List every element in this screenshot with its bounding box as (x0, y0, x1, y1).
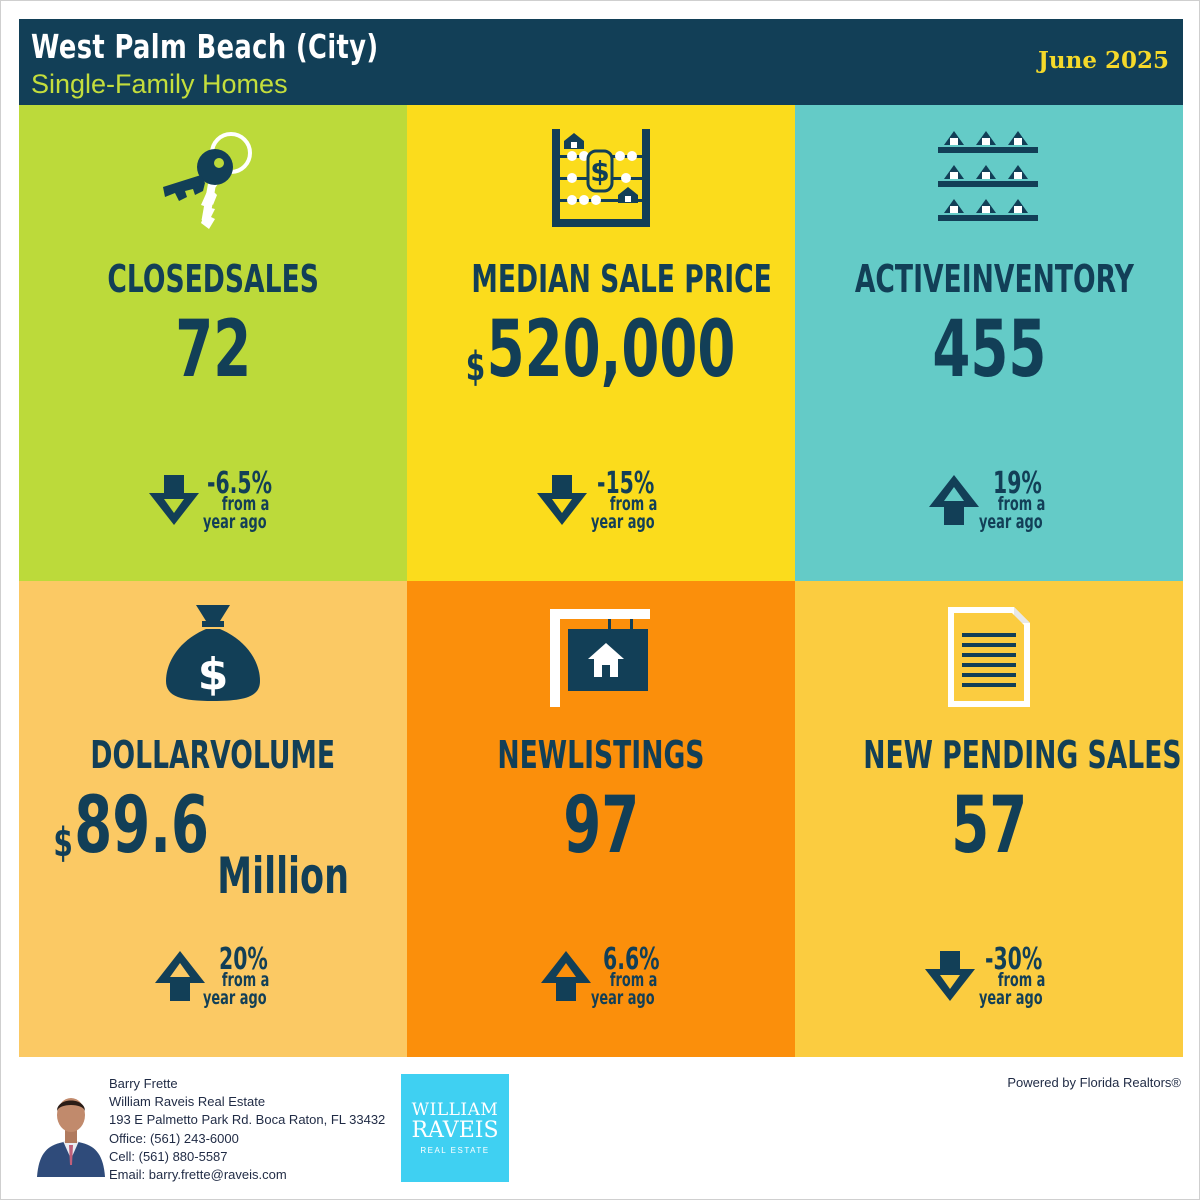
houses-icon (795, 125, 1183, 245)
agent-address: 193 E Palmetto Park Rd. Boca Raton, FL 3… (109, 1112, 386, 1128)
median-price-change: -15% from a year ago (407, 469, 795, 539)
dollar-volume-currency: $ (53, 820, 73, 866)
from-a-label: from a (997, 493, 1046, 515)
new-listings-label: NEWLISTINGS (497, 733, 705, 777)
from-a-label: from a (221, 969, 270, 991)
svg-text:$: $ (590, 155, 609, 188)
up-arrow-icon (541, 951, 591, 1001)
closed-sales-pct: -6.5% (207, 466, 273, 501)
from-a-label: from a (609, 969, 658, 991)
william-raveis-logo: WILLIAM RAVEIS REAL ESTATE (401, 1074, 509, 1182)
new-listings-change: 6.6% from a year ago (407, 945, 795, 1015)
up-arrow-icon (929, 475, 979, 525)
agent-name: Barry Frette (109, 1076, 178, 1091)
median-price-value-group: $520,000 (466, 305, 736, 395)
year-ago-label: year ago (203, 987, 267, 1009)
dollar-volume-value: 89.6 (74, 781, 209, 871)
active-inventory-tile: ACTIVEINVENTORY 455 19% from a year ago (795, 105, 1183, 581)
header-bar: West Palm Beach (City) Single-Family Hom… (19, 19, 1183, 105)
new-listings-pct: 6.6% (603, 942, 660, 977)
year-ago-label: year ago (203, 511, 267, 533)
agent-company: William Raveis Real Estate (109, 1094, 266, 1110)
from-a-label: from a (609, 493, 658, 515)
active-inventory-change: 19% from a year ago (795, 469, 1183, 539)
money-bag-icon: $ (19, 601, 407, 721)
from-a-label: from a (221, 493, 270, 515)
dollar-volume-pct: 20% (219, 942, 268, 977)
footer: Barry Frette William Raveis Real Estate … (19, 1057, 1183, 1187)
svg-text:$: $ (198, 649, 229, 700)
pending-sales-pct: -30% (985, 942, 1043, 977)
dollar-volume-value-group: $89.6 (53, 781, 209, 871)
dollar-volume-tile: $ DOLLARVOLUME $89.6 Million 20% from a … (19, 581, 407, 1057)
closed-sales-tile: CLOSEDSALES 72 -6.5% from a year ago (19, 105, 407, 581)
agent-contact: Barry Frette William Raveis Real Estate … (109, 1075, 385, 1184)
pending-sales-change: -30% from a year ago (795, 945, 1183, 1015)
avatar (35, 1085, 107, 1177)
active-inventory-value: 455 (932, 305, 1046, 395)
new-listings-tile: NEWLISTINGS 97 6.6% from a year ago (407, 581, 795, 1057)
pending-sales-label: NEW PENDING SALES (863, 733, 1182, 777)
agent-cell-phone: Cell: (561) 880-5587 (109, 1148, 228, 1164)
median-price-pct: -15% (597, 466, 655, 501)
down-arrow-icon (925, 951, 975, 1001)
median-price-label: MEDIAN SALE PRICE (471, 257, 772, 301)
year-ago-label: year ago (591, 511, 655, 533)
median-price-value: 520,000 (487, 305, 736, 395)
keys-icon (19, 125, 407, 245)
dollar-volume-label: DOLLARVOLUME (90, 733, 336, 777)
powered-by: Powered by Florida Realtors® (1007, 1075, 1181, 1090)
dollar-volume-change: 20% from a year ago (19, 945, 407, 1015)
year-ago-label: year ago (591, 987, 655, 1009)
page-subtitle: Single-Family Homes (31, 69, 288, 99)
closed-sales-label: CLOSEDSALES (107, 257, 319, 301)
down-arrow-icon (537, 475, 587, 525)
active-inventory-pct: 19% (993, 466, 1042, 501)
pending-sales-tile: NEW PENDING SALES 57 -30% from a year ag… (795, 581, 1183, 1057)
closed-sales-change: -6.5% from a year ago (19, 469, 407, 539)
down-arrow-icon (149, 475, 199, 525)
abacus-icon: $ (407, 125, 795, 245)
dollar-volume-unit: Million (217, 847, 349, 905)
median-price-currency: $ (466, 344, 486, 390)
up-arrow-icon (155, 951, 205, 1001)
median-sale-price-tile: $ MEDIAN SALE PRICE $520,000 -15% from a… (407, 105, 795, 581)
agent-office-phone: Office: (561) 243-6000 (109, 1130, 239, 1146)
active-inventory-label: ACTIVEINVENTORY (854, 257, 1134, 301)
closed-sales-value: 72 (175, 305, 251, 395)
year-ago-label: year ago (979, 511, 1043, 533)
new-listings-value: 97 (563, 781, 639, 871)
report-date: June 2025 (1038, 47, 1169, 74)
agent-email: Email: barry.frette@raveis.com (109, 1167, 287, 1183)
document-icon (795, 603, 1183, 723)
year-ago-label: year ago (979, 987, 1043, 1009)
page-title: West Palm Beach (City) (31, 27, 379, 66)
for-sale-sign-icon (407, 603, 795, 723)
pending-sales-value: 57 (951, 781, 1027, 871)
from-a-label: from a (997, 969, 1046, 991)
